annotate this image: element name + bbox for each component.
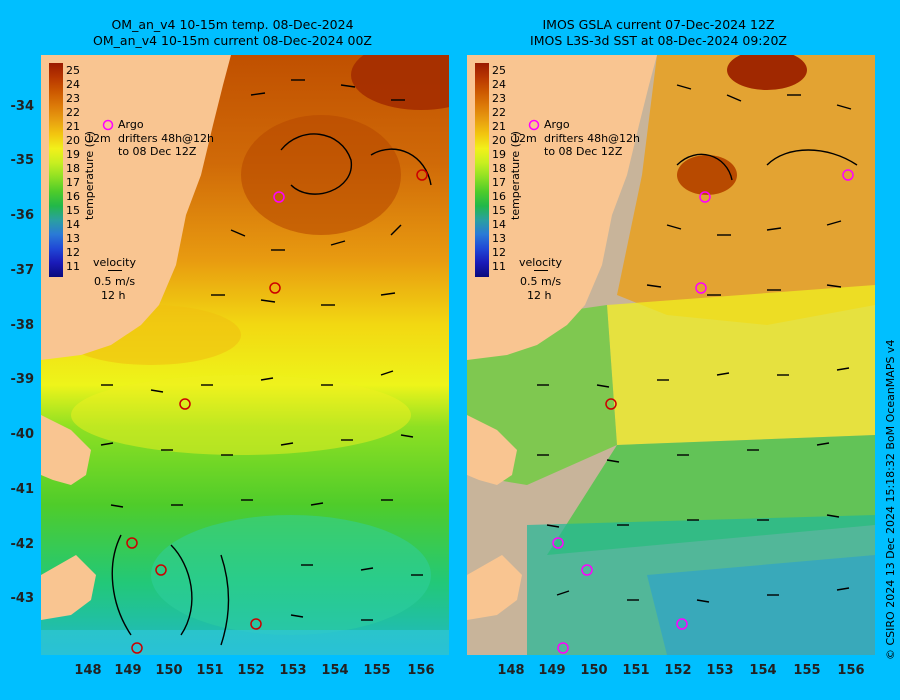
cb-label: 19 [492, 148, 506, 161]
cb-label: 15 [66, 204, 80, 217]
lon-tick: 152 [664, 663, 692, 678]
lat-tick: -42 [10, 537, 35, 552]
right-colorbar-legend: 25 24 23 22 21 20 19 18 17 16 15 14 13 1… [467, 0, 667, 320]
legend-drifters-date: to 08 Dec 12Z [544, 145, 623, 158]
left-title-line2: OM_an_v4 10-15m current 08-Dec-2024 00Z [93, 33, 372, 48]
lat-tick: -34 [10, 99, 35, 114]
cb-label: 22 [492, 106, 506, 119]
right-map-svg [467, 55, 875, 655]
lon-tick: 156 [407, 663, 435, 678]
right-velocity-arrows [537, 84, 858, 603]
right-map-panel [467, 55, 875, 655]
credit-text: © CSIRO 2024 13 Dec 2024 15:18:32 BoM Oc… [884, 339, 897, 660]
lon-tick: 156 [837, 663, 865, 678]
lon-tick: 154 [749, 663, 777, 678]
legend-velocity-time: 12 h [527, 289, 552, 302]
legend-drifters-date: to 08 Dec 12Z [118, 145, 197, 158]
legend-velocity-scale: 0.5 m/s [94, 275, 136, 288]
cb-label: 13 [492, 232, 506, 245]
lat-tick: -39 [10, 372, 35, 387]
cb-label: 20 [66, 134, 80, 147]
legend-velocity: velocity [519, 256, 562, 269]
cb-label: 16 [492, 190, 506, 203]
velocity-scale-arrow [534, 270, 548, 271]
legend-argo: Argo [118, 118, 144, 131]
lon-tick: 151 [622, 663, 650, 678]
legend-drifters-prefix: 12m [512, 132, 537, 145]
lat-tick: -36 [10, 208, 35, 223]
cb-label: 18 [492, 162, 506, 175]
lon-tick: 149 [114, 663, 142, 678]
cb-label: 14 [492, 218, 506, 231]
legend-drifters: drifters 48h@12h [118, 132, 215, 145]
right-argo-markers [552, 169, 854, 654]
lat-tick: -40 [10, 427, 35, 442]
colorbar [49, 63, 63, 277]
cb-label: 23 [492, 92, 506, 105]
lon-tick: 152 [237, 663, 265, 678]
cb-label: 21 [492, 120, 506, 133]
lat-tick: -43 [10, 591, 35, 606]
cb-label: 17 [492, 176, 506, 189]
lon-tick: 153 [706, 663, 734, 678]
legend-velocity-time: 12 h [101, 289, 126, 302]
lon-tick: 153 [279, 663, 307, 678]
legend-velocity-scale: 0.5 m/s [520, 275, 562, 288]
lon-tick: 155 [363, 663, 391, 678]
cb-label: 21 [66, 120, 80, 133]
legend-velocity: velocity [93, 256, 136, 269]
cb-label: 20 [492, 134, 506, 147]
lon-tick: 149 [538, 663, 566, 678]
cb-label: 16 [66, 190, 80, 203]
colorbar [475, 63, 489, 277]
left-velocity-arrows [100, 79, 432, 646]
lon-tick: 151 [196, 663, 224, 678]
left-colorbar-legend: 25 24 23 22 21 20 19 18 17 16 15 14 13 1… [41, 0, 241, 320]
legend-argo: Argo [544, 118, 570, 131]
lon-tick: 148 [74, 663, 102, 678]
cb-label: 13 [66, 232, 80, 245]
cb-label: 18 [66, 162, 80, 175]
lat-tick: -37 [10, 263, 35, 278]
cb-label: 25 [66, 64, 80, 77]
cb-label: 23 [66, 92, 80, 105]
cb-label: 12 [66, 246, 80, 259]
left-argo-markers [126, 169, 428, 654]
left-title-line1: OM_an_v4 10-15m temp. 08-Dec-2024 [111, 17, 354, 32]
cb-label: 22 [66, 106, 80, 119]
lon-tick: 155 [793, 663, 821, 678]
cb-label: 17 [66, 176, 80, 189]
velocity-scale-arrow [108, 270, 122, 271]
lat-tick: -41 [10, 482, 35, 497]
cb-label: 11 [66, 260, 80, 273]
lon-tick: 150 [580, 663, 608, 678]
cb-label: 14 [66, 218, 80, 231]
cb-label: 19 [66, 148, 80, 161]
left-map-panel [41, 55, 449, 655]
lat-tick: -38 [10, 318, 35, 333]
right-title-line1: IMOS GSLA current 07-Dec-2024 12Z [542, 17, 775, 32]
legend-drifters-prefix: 12m [86, 132, 111, 145]
argo-legend-icon [528, 119, 540, 131]
cb-label: 15 [492, 204, 506, 217]
lon-tick: 150 [155, 663, 183, 678]
cb-label: 11 [492, 260, 506, 273]
argo-legend-icon [102, 119, 114, 131]
cb-label: 24 [492, 78, 506, 91]
lon-tick: 148 [497, 663, 525, 678]
cb-label: 12 [492, 246, 506, 259]
cb-label: 25 [492, 64, 506, 77]
legend-drifters: drifters 48h@12h [544, 132, 641, 145]
lat-tick: -35 [10, 153, 35, 168]
left-map-svg [41, 55, 449, 655]
right-title-line2: IMOS L3S-3d SST at 08-Dec-2024 09:20Z [530, 33, 787, 48]
lon-tick: 154 [321, 663, 349, 678]
cb-label: 24 [66, 78, 80, 91]
